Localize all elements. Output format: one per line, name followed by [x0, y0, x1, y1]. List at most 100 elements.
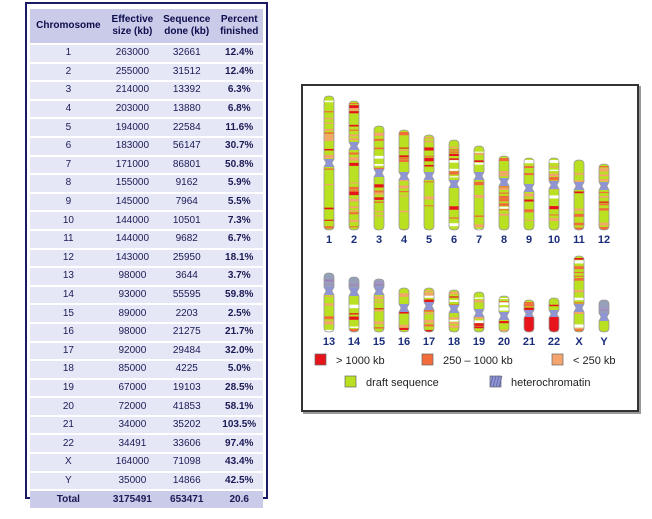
- chromosome-17: [423, 287, 435, 333]
- percent-finished-cell: 103.5%: [215, 416, 263, 434]
- chromosome-label-16: 16: [398, 336, 410, 348]
- chromosome-label-17: 17: [423, 336, 435, 348]
- chromosome-label-10: 10: [548, 234, 560, 246]
- chromosome-label-18: 18: [448, 336, 460, 348]
- chromosome-cell: 13: [30, 268, 107, 285]
- effective-size-cell: 155000: [106, 175, 158, 192]
- total-chromosome-cell: Total: [30, 491, 107, 508]
- legend-under-250kb: < 250 kb: [551, 353, 616, 367]
- chromosome-label-20: 20: [498, 336, 510, 348]
- sequence-done-cell: 86801: [158, 156, 216, 174]
- effective-size-cell: 35000: [106, 472, 158, 490]
- effective-size-cell: 92000: [106, 342, 158, 360]
- percent-finished-cell: 42.5%: [215, 472, 263, 490]
- legend-250-1000kb: 250 – 1000 kb: [421, 353, 513, 367]
- percent-finished-cell: 43.4%: [215, 454, 263, 471]
- chromosome-6: [448, 139, 460, 231]
- percent-finished-cell: 50.8%: [215, 156, 263, 174]
- sequence-done-cell: 55595: [158, 286, 216, 304]
- table-row: 5 194000 22584 11.6%: [30, 119, 263, 136]
- header-sequence-done: Sequence done (kb): [158, 9, 216, 43]
- percent-finished-cell: 7.3%: [215, 212, 263, 229]
- chromosome-5: [423, 134, 435, 231]
- effective-size-cell: 203000: [106, 100, 158, 118]
- percent-finished-cell: 58.1%: [215, 398, 263, 415]
- table-row: 22 34491 33606 97.4%: [30, 435, 263, 453]
- effective-size-cell: 93000: [106, 286, 158, 304]
- table-row: 14 93000 55595 59.8%: [30, 286, 263, 304]
- chromosome-10: [548, 157, 560, 231]
- effective-size-cell: 89000: [106, 305, 158, 322]
- percent-finished-cell: 11.6%: [215, 119, 263, 136]
- sequence-done-cell: 14866: [158, 472, 216, 490]
- effective-size-cell: 194000: [106, 119, 158, 136]
- effective-size-cell: 144000: [106, 212, 158, 229]
- legend-over-1000kb: > 1000 kb: [314, 353, 385, 367]
- chromosome-4: [398, 129, 410, 231]
- effective-size-cell: 98000: [106, 268, 158, 285]
- chromosome-cell: 1: [30, 45, 107, 62]
- legend-over-1000kb-label: > 1000 kb: [336, 355, 385, 367]
- effective-size-cell: 34000: [106, 416, 158, 434]
- chromosome-cell: 10: [30, 212, 107, 229]
- chromosome-cell: 9: [30, 193, 107, 211]
- sequence-done-cell: 21275: [158, 323, 216, 341]
- total-percent-finished-cell: 20.6: [215, 491, 263, 508]
- effective-size-cell: 164000: [106, 454, 158, 471]
- chromosome-cell: 16: [30, 323, 107, 341]
- percent-finished-cell: 2.5%: [215, 305, 263, 322]
- chromosome-9: [523, 157, 535, 231]
- table-row: 4 203000 13880 6.8%: [30, 100, 263, 118]
- table-row: 12 143000 25950 18.1%: [30, 249, 263, 267]
- percent-finished-cell: 28.5%: [215, 379, 263, 397]
- chromosome-label-3: 3: [376, 234, 382, 246]
- header-percent-finished: Percent finished: [215, 9, 263, 43]
- chromosome-cell: 8: [30, 175, 107, 192]
- sequence-done-cell: 35202: [158, 416, 216, 434]
- percent-finished-cell: 5.9%: [215, 175, 263, 192]
- sequence-done-cell: 19103: [158, 379, 216, 397]
- effective-size-cell: 67000: [106, 379, 158, 397]
- sequence-done-cell: 2203: [158, 305, 216, 322]
- chromosome-1: [323, 95, 335, 231]
- chromosome-cell: 17: [30, 342, 107, 360]
- chromosome-label-21: 21: [523, 336, 535, 348]
- effective-size-cell: 183000: [106, 137, 158, 155]
- legend-heterochromatin-label: heterochromatin: [511, 377, 591, 389]
- sequence-done-cell: 41853: [158, 398, 216, 415]
- percent-finished-cell: 5.0%: [215, 361, 263, 378]
- chromosome-13: [323, 272, 335, 333]
- chromosome-cell: 15: [30, 305, 107, 322]
- chromosome-cell: Y: [30, 472, 107, 490]
- header-chromosome: Chromosome: [30, 9, 107, 43]
- percent-finished-cell: 30.7%: [215, 137, 263, 155]
- chromosome-label-5: 5: [426, 234, 432, 246]
- table-row: 20 72000 41853 58.1%: [30, 398, 263, 415]
- percent-finished-cell: 32.0%: [215, 342, 263, 360]
- sequence-done-cell: 29484: [158, 342, 216, 360]
- chromosome-cell: 14: [30, 286, 107, 304]
- sequence-done-cell: 33606: [158, 435, 216, 453]
- percent-finished-cell: 18.1%: [215, 249, 263, 267]
- chromosome-label-13: 13: [323, 336, 335, 348]
- chromosome-label-19: 19: [473, 336, 485, 348]
- percent-finished-cell: 12.4%: [215, 45, 263, 62]
- chromosome-label-12: 12: [598, 234, 610, 246]
- chromosome-14: [348, 276, 360, 333]
- karyogram-panel: 1 2 3 4 5 6 7 8 9 10 11 12 13 14 15 16 17 18 19 20 21 22 X Y > 1…: [301, 84, 639, 412]
- table-row: 21 34000 35202 103.5%: [30, 416, 263, 434]
- chromosome-16: [398, 287, 410, 333]
- legend-250-1000kb-label: 250 – 1000 kb: [443, 355, 513, 367]
- legend-under-250kb-label: < 250 kb: [573, 355, 616, 367]
- chromosome-cell: X: [30, 454, 107, 471]
- chromosome-stats-table: Chromosome Effective size (kb) Sequence do…: [30, 7, 263, 510]
- sequence-done-cell: 3644: [158, 268, 216, 285]
- legend-draft-sequence-label: draft sequence: [366, 377, 439, 389]
- chromosome-label-Y: Y: [600, 336, 608, 348]
- chromosome-21: [523, 299, 535, 333]
- percent-finished-cell: 97.4%: [215, 435, 263, 453]
- chromosome-label-11: 11: [573, 234, 585, 246]
- chromosome-label-7: 7: [476, 234, 482, 246]
- table-row: 11 144000 9682 6.7%: [30, 230, 263, 248]
